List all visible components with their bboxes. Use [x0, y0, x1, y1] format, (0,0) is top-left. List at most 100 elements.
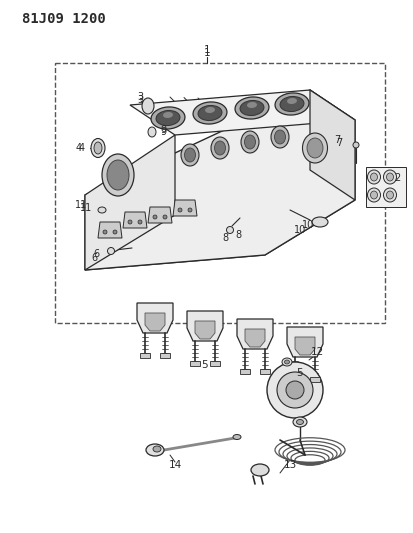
Ellipse shape [128, 220, 132, 224]
Text: 1: 1 [203, 48, 210, 58]
Ellipse shape [271, 126, 288, 148]
Ellipse shape [302, 133, 327, 163]
Bar [259, 369, 269, 374]
Ellipse shape [113, 230, 117, 234]
Text: 7: 7 [333, 135, 339, 145]
Text: 9: 9 [159, 125, 166, 135]
Ellipse shape [370, 191, 377, 199]
Polygon shape [294, 337, 314, 355]
Text: 11: 11 [75, 200, 87, 210]
Ellipse shape [286, 98, 296, 104]
Ellipse shape [153, 446, 161, 452]
Polygon shape [244, 329, 264, 347]
Ellipse shape [184, 148, 195, 162]
Ellipse shape [382, 170, 396, 184]
Polygon shape [147, 207, 171, 223]
Ellipse shape [235, 97, 268, 119]
Polygon shape [195, 321, 214, 339]
Ellipse shape [153, 215, 157, 219]
Text: 13: 13 [282, 460, 296, 470]
Bar [140, 353, 150, 358]
Bar [190, 361, 199, 366]
Polygon shape [137, 303, 173, 333]
Text: 2: 2 [393, 173, 399, 183]
Ellipse shape [151, 107, 185, 129]
Ellipse shape [211, 137, 228, 159]
Ellipse shape [226, 227, 233, 233]
Polygon shape [85, 90, 354, 270]
Ellipse shape [311, 217, 327, 227]
Text: 3: 3 [137, 92, 143, 102]
Ellipse shape [367, 170, 380, 184]
Ellipse shape [240, 131, 259, 153]
Ellipse shape [292, 417, 306, 427]
Ellipse shape [146, 444, 164, 456]
Text: 8: 8 [234, 230, 240, 240]
Text: 8: 8 [221, 233, 228, 243]
Polygon shape [187, 311, 223, 341]
Text: 14: 14 [168, 460, 181, 470]
Text: 4: 4 [76, 143, 82, 153]
Text: 1: 1 [203, 45, 210, 55]
Ellipse shape [163, 112, 173, 118]
Ellipse shape [296, 419, 303, 424]
Ellipse shape [147, 127, 156, 137]
Polygon shape [85, 135, 175, 270]
Ellipse shape [247, 102, 256, 108]
Text: 3: 3 [137, 95, 143, 105]
Polygon shape [130, 90, 354, 135]
Ellipse shape [382, 188, 396, 202]
Ellipse shape [142, 98, 154, 114]
Circle shape [285, 381, 303, 399]
Ellipse shape [138, 220, 142, 224]
Ellipse shape [284, 360, 289, 364]
Bar [309, 377, 319, 382]
Ellipse shape [163, 215, 166, 219]
Polygon shape [145, 313, 165, 331]
Ellipse shape [244, 135, 255, 149]
Ellipse shape [192, 102, 226, 124]
Text: 10: 10 [301, 220, 313, 230]
Ellipse shape [107, 247, 114, 254]
Text: 7: 7 [335, 138, 341, 148]
Text: 4: 4 [79, 143, 85, 153]
Text: 12: 12 [310, 347, 323, 357]
Ellipse shape [94, 142, 102, 154]
Text: 11: 11 [80, 203, 92, 213]
Ellipse shape [274, 93, 308, 115]
Ellipse shape [386, 191, 392, 199]
Text: 6: 6 [94, 249, 100, 259]
Ellipse shape [107, 160, 129, 190]
Text: 6: 6 [92, 253, 98, 263]
Ellipse shape [281, 358, 291, 366]
Polygon shape [173, 200, 197, 216]
Ellipse shape [274, 130, 285, 144]
Ellipse shape [197, 106, 221, 120]
Ellipse shape [370, 173, 377, 181]
Ellipse shape [367, 188, 380, 202]
Circle shape [276, 372, 312, 408]
Bar [55, 63, 384, 323]
Circle shape [266, 362, 322, 418]
Ellipse shape [233, 434, 240, 440]
Ellipse shape [103, 230, 107, 234]
Ellipse shape [204, 107, 214, 113]
Text: 9: 9 [159, 127, 166, 137]
Bar [209, 361, 219, 366]
Ellipse shape [214, 141, 225, 155]
Polygon shape [85, 200, 354, 270]
Ellipse shape [279, 96, 303, 111]
Polygon shape [98, 222, 122, 238]
Ellipse shape [102, 154, 134, 196]
Polygon shape [286, 327, 322, 357]
Polygon shape [236, 319, 272, 349]
Ellipse shape [352, 142, 358, 148]
Ellipse shape [188, 208, 192, 212]
Ellipse shape [250, 464, 268, 476]
Text: 5: 5 [296, 368, 303, 378]
Ellipse shape [240, 100, 263, 116]
Bar [289, 377, 299, 382]
Ellipse shape [178, 208, 182, 212]
Text: 5: 5 [201, 360, 208, 370]
Ellipse shape [156, 110, 180, 126]
